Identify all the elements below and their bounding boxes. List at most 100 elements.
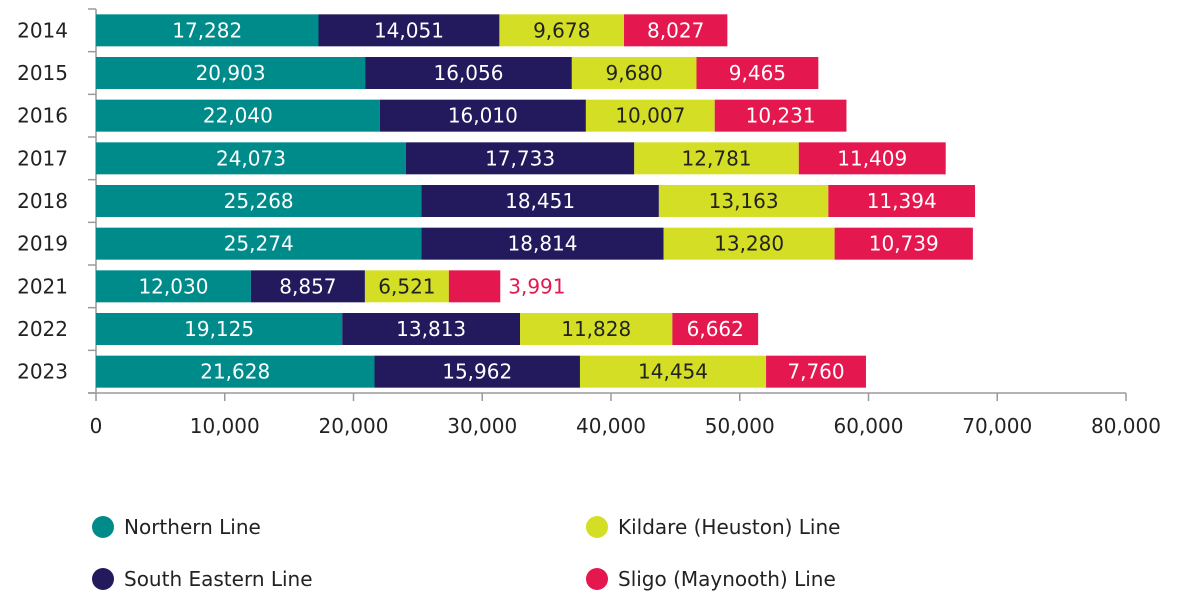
data-label: 14,454: [638, 360, 708, 384]
legend-label-south-eastern-line: South Eastern Line: [124, 567, 313, 591]
bar-segment: [405, 142, 635, 175]
data-label: 8,027: [647, 18, 704, 42]
y-tick-label: 2023: [17, 360, 68, 384]
data-label: 10,739: [869, 232, 939, 256]
data-label: 3,991: [508, 274, 565, 298]
bar-segment: [96, 57, 366, 89]
data-label: 9,678: [533, 18, 590, 42]
bar-segment: [364, 270, 449, 303]
data-label: 10,007: [615, 104, 685, 128]
y-tick-label: 2022: [17, 317, 68, 341]
data-label: 17,733: [485, 146, 555, 170]
bar-segment: [828, 185, 976, 217]
x-tick-label: 0: [90, 414, 103, 438]
data-label: 22,040: [203, 104, 273, 128]
legend-swatch-kildare-line: [586, 516, 608, 538]
legend-item-south-eastern-line: South Eastern Line: [92, 567, 313, 591]
data-label: 12,030: [138, 274, 208, 298]
bar-segment: [663, 227, 835, 260]
legend-swatch-sligo-line: [586, 568, 608, 590]
bar-segment: [96, 227, 422, 260]
data-label: 18,814: [508, 232, 578, 256]
x-tick-label: 40,000: [576, 414, 646, 438]
bar-segment: [96, 99, 380, 132]
data-label: 25,268: [224, 189, 294, 213]
y-tick-label: 2014: [17, 18, 68, 42]
legend-item-northern-line: Northern Line: [92, 515, 261, 539]
data-label: 13,163: [709, 189, 779, 213]
bar-segment: [571, 57, 697, 89]
bar-segment: [520, 313, 673, 345]
bar-segment: [798, 142, 946, 175]
bar-segment: [96, 313, 343, 345]
data-label: 15,962: [442, 360, 512, 384]
bar-segment: [624, 14, 728, 47]
bar-segment: [585, 99, 715, 132]
bar-segment: [96, 270, 251, 303]
data-label: 6,521: [378, 274, 435, 298]
data-label: 25,274: [224, 232, 294, 256]
x-tick-label: 70,000: [962, 414, 1032, 438]
data-label: 13,813: [396, 317, 466, 341]
legend-item-kildare-line: Kildare (Heuston) Line: [586, 515, 840, 539]
legend-item-sligo-line: Sligo (Maynooth) Line: [586, 567, 836, 591]
data-label: 20,903: [196, 61, 266, 85]
data-label: 11,828: [561, 317, 631, 341]
data-label: 6,662: [687, 317, 744, 341]
bar-segment: [318, 14, 500, 47]
bar-segment: [96, 142, 406, 175]
data-label: 8,857: [279, 274, 336, 298]
bar-segment: [379, 99, 586, 132]
x-tick-label: 30,000: [447, 414, 517, 438]
data-label: 7,760: [787, 360, 844, 384]
bar-segment: [374, 355, 580, 388]
data-label: 9,465: [729, 61, 786, 85]
bar-segment: [579, 355, 767, 388]
data-label: 19,125: [184, 317, 254, 341]
bar-segment: [342, 313, 521, 345]
y-tick-label: 2017: [17, 146, 68, 170]
bar-segment: [696, 57, 819, 89]
x-tick-label: 20,000: [319, 414, 389, 438]
data-label: 18,451: [505, 189, 575, 213]
data-label: 11,394: [867, 189, 937, 213]
bar-segment: [499, 14, 625, 47]
data-label: 11,409: [837, 146, 907, 170]
x-tick-label: 10,000: [190, 414, 260, 438]
bar-segment: [96, 355, 375, 388]
data-label: 9,680: [606, 61, 663, 85]
legend-label-northern-line: Northern Line: [124, 515, 261, 539]
bar-segment: [96, 14, 319, 47]
legend-swatch-south-eastern-line: [92, 568, 114, 590]
legend-label-sligo-line: Sligo (Maynooth) Line: [618, 567, 836, 591]
data-label: 16,056: [433, 61, 503, 85]
bar-segment: [421, 185, 659, 217]
legend-label-kildare-line: Kildare (Heuston) Line: [618, 515, 841, 539]
x-tick-label: 80,000: [1091, 414, 1161, 438]
y-tick-label: 2019: [17, 232, 68, 256]
data-label: 17,282: [172, 18, 242, 42]
bar-segment: [714, 99, 847, 132]
data-label: 24,073: [216, 146, 286, 170]
y-tick-label: 2018: [17, 189, 68, 213]
bar-segment: [365, 57, 572, 89]
x-tick-label: 50,000: [705, 414, 775, 438]
bar-segment: [448, 270, 501, 303]
bar-segment: [421, 227, 664, 260]
legend-swatch-northern-line: [92, 516, 114, 538]
data-label: 12,781: [682, 146, 752, 170]
bar-segment: [658, 185, 829, 217]
x-tick-label: 60,000: [834, 414, 904, 438]
bar-segment: [672, 313, 759, 345]
bar-segment: [96, 185, 422, 217]
data-label: 14,051: [374, 18, 444, 42]
bar-segment: [250, 270, 365, 303]
y-tick-label: 2015: [17, 61, 68, 85]
y-tick-label: 2021: [17, 274, 68, 298]
data-label: 10,231: [746, 104, 816, 128]
data-label: 16,010: [448, 104, 518, 128]
data-label: 13,280: [714, 232, 784, 256]
bar-segment: [766, 355, 866, 388]
data-label: 21,628: [200, 360, 270, 384]
